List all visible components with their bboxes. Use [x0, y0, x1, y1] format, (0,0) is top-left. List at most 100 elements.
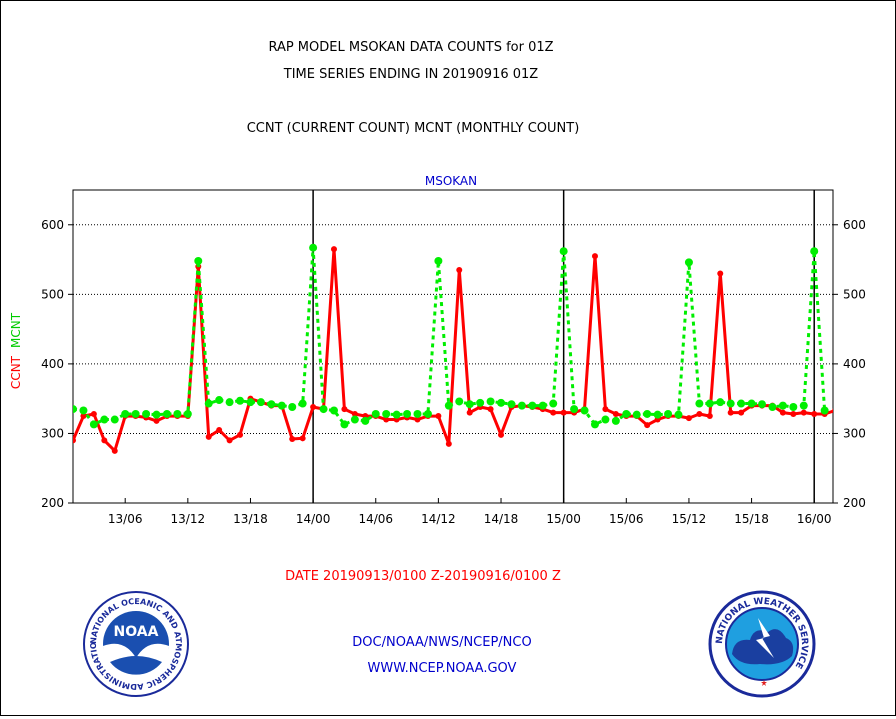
xtick-label: 13/06 [108, 512, 143, 526]
point-ccnt [612, 410, 619, 417]
point-mcnt [298, 399, 307, 408]
point-mcnt [810, 247, 819, 256]
title-line1: RAP MODEL MSOKAN DATA COUNTS for 01Z [268, 40, 553, 55]
ytick-label-right: 400 [843, 357, 866, 371]
point-ccnt [602, 406, 609, 413]
point-mcnt [580, 406, 589, 415]
point-ccnt [487, 406, 494, 413]
point-mcnt [309, 243, 318, 252]
xtick-label: 13/18 [233, 512, 268, 526]
xtick-label: 15/12 [672, 512, 707, 526]
point-mcnt [716, 398, 725, 407]
point-ccnt [289, 436, 296, 443]
point-mcnt [246, 398, 255, 407]
point-mcnt [225, 398, 234, 407]
point-mcnt [476, 398, 485, 407]
website-text: WWW.NCEP.NOAA.GOV [368, 661, 517, 676]
point-mcnt [549, 399, 558, 408]
y-axis-label: CCNT MCNT [9, 312, 23, 389]
point-ccnt [800, 409, 807, 416]
point-mcnt [507, 400, 516, 409]
nws-logo: NATIONAL WEATHER SERVICE [708, 590, 816, 698]
ytick-label-right: 600 [843, 218, 866, 232]
point-ccnt [80, 413, 87, 420]
point-ccnt [738, 409, 745, 416]
point-mcnt [726, 399, 735, 408]
point-ccnt [591, 253, 598, 260]
point-ccnt [779, 409, 786, 416]
point-ccnt [456, 266, 463, 273]
point-ccnt [351, 410, 358, 417]
series-line-ccnt [73, 247, 833, 453]
point-mcnt [674, 410, 683, 419]
tick-labels: 200 200 300 300 400 400 500 500 600 600 13/06 13/12… [41, 218, 866, 526]
ytick-label-right: 300 [843, 426, 866, 440]
xtick-label: 14/18 [484, 512, 519, 526]
point-mcnt [486, 397, 495, 406]
point-mcnt [465, 400, 474, 409]
noaa-logo: NATIONAL OCEANIC AND ATMOSPHERIC ADMINIS… [83, 591, 189, 697]
point-mcnt [434, 256, 443, 265]
point-mcnt [538, 401, 547, 410]
grid-layer [73, 190, 833, 503]
point-ccnt [435, 413, 442, 420]
xtick-label: 15/18 [734, 512, 769, 526]
point-mcnt [820, 406, 829, 415]
xtick-label: 14/06 [358, 512, 393, 526]
point-ccnt [445, 440, 452, 447]
point-mcnt [215, 396, 224, 405]
point-ccnt [696, 410, 703, 417]
point-mcnt [100, 415, 109, 424]
point-mcnt [204, 399, 213, 408]
point-mcnt [256, 398, 265, 407]
point-mcnt [632, 410, 641, 419]
point-mcnt [173, 409, 182, 418]
point-ccnt [73, 437, 76, 444]
xtick-label: 14/12 [421, 512, 456, 526]
point-ccnt [644, 422, 651, 429]
point-mcnt [162, 409, 171, 418]
xtick-label: 16/00 [797, 512, 832, 526]
point-ccnt [237, 431, 244, 438]
ytick-label-right: 500 [843, 287, 866, 301]
point-ccnt [101, 437, 108, 444]
ylabel-mcnt: MCNT [9, 312, 23, 348]
point-ccnt [226, 437, 233, 444]
point-ccnt [853, 253, 859, 259]
ytick-label-left: 200 [41, 496, 64, 510]
point-ccnt [685, 415, 692, 422]
ytick-label-left: 600 [41, 218, 64, 232]
point-ccnt [727, 409, 734, 416]
point-mcnt [288, 403, 297, 412]
point-ccnt [330, 246, 337, 253]
point-mcnt [695, 399, 704, 408]
xtick-label: 15/06 [609, 512, 644, 526]
point-mcnt [758, 400, 767, 409]
point-ccnt [560, 409, 567, 416]
point-mcnt [110, 415, 119, 424]
point-mcnt [664, 409, 673, 418]
point-mcnt [778, 401, 787, 410]
point-mcnt [684, 258, 693, 267]
point-mcnt [131, 409, 140, 418]
point-mcnt [455, 397, 464, 406]
point-mcnt [236, 396, 245, 405]
point-mcnt [737, 399, 746, 408]
point-ccnt [466, 409, 473, 416]
title-line2: TIME SERIES ENDING IN 20190916 01Z [283, 67, 539, 82]
point-mcnt [403, 409, 412, 418]
point-mcnt [194, 256, 203, 265]
point-mcnt [423, 409, 432, 418]
point-mcnt [789, 403, 798, 412]
point-ccnt [706, 413, 713, 420]
xtick-label: 15/00 [546, 512, 581, 526]
point-ccnt [832, 408, 833, 413]
point-mcnt [73, 405, 77, 414]
ytick-label-left: 300 [41, 426, 64, 440]
point-mcnt [705, 399, 714, 408]
point-ccnt [717, 270, 724, 277]
point-mcnt [371, 409, 380, 418]
point-ccnt [843, 410, 849, 416]
